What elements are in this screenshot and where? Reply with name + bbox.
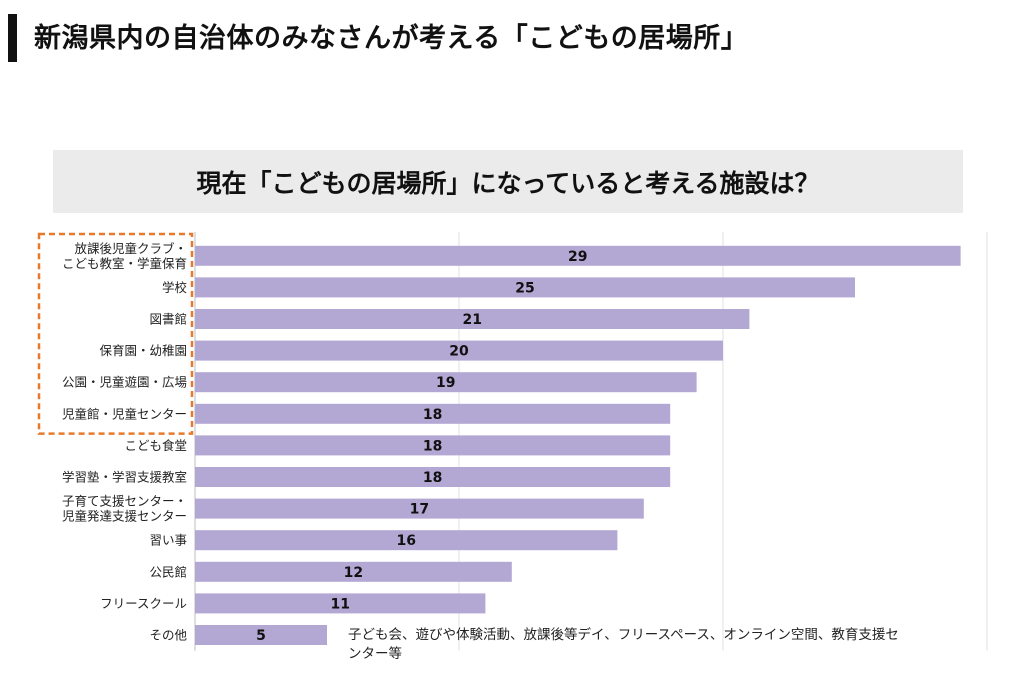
bar-value-label: 29 (568, 249, 587, 265)
bar-value-label: 18 (423, 407, 442, 423)
category-label: フリースクール (100, 596, 187, 611)
category-label: 保育園・幼稚園 (99, 343, 187, 358)
category-label: その他 (149, 628, 187, 643)
bar (195, 498, 644, 519)
bar (195, 372, 697, 393)
bar (195, 309, 750, 329)
bar-value-label: 19 (436, 375, 455, 391)
category-label: 学習塾・学習支援教室 (62, 470, 187, 485)
bar-value-label: 21 (462, 312, 481, 328)
bar (195, 277, 855, 298)
category-label: こども食堂 (124, 438, 187, 453)
category-label: 学校 (162, 280, 188, 295)
bar (195, 245, 961, 266)
bar-value-label: 18 (423, 438, 442, 454)
highlight-box (37, 232, 194, 435)
title-accent-bar (8, 14, 17, 62)
bar (195, 467, 671, 487)
category-label: 放課後児童クラブ・こども教室・学童保育 (62, 241, 187, 271)
other-annotation: 子ども会、遊びや体験活動、放課後等デイ、フリースペース、オンライン空間、教育支援… (348, 627, 899, 662)
chart-title-box: 現在「こどもの居場所」になっていると考える施設は？ (53, 150, 963, 213)
chart-title: 現在「こどもの居場所」になっていると考える施設は？ (196, 168, 820, 198)
bar-value-label: 5 (256, 628, 266, 644)
category-label: 習い事 (149, 533, 187, 548)
bar-value-label: 16 (396, 533, 415, 549)
bar (195, 530, 618, 551)
bar (195, 561, 512, 582)
bar-value-label: 12 (344, 565, 363, 581)
bar-value-label: 18 (423, 470, 442, 486)
bar (195, 403, 671, 424)
category-label: 子育て支援センター・児童発達支援センター (62, 494, 187, 524)
bar-value-label: 20 (449, 344, 469, 360)
bar-value-label: 25 (515, 280, 534, 296)
category-label: 公園・児童遊園・広場 (62, 375, 187, 390)
bar-value-label: 11 (330, 596, 349, 612)
bar (195, 435, 671, 456)
category-label: 図書館 (149, 312, 187, 327)
bar-value-label: 17 (410, 502, 429, 518)
bar (195, 340, 723, 361)
page-title: 新潟県内の自治体のみなさんが考える「こどもの居場所」 (34, 23, 749, 54)
bar (195, 625, 327, 645)
bar (195, 593, 486, 614)
category-label: 児童館・児童センター (62, 406, 187, 421)
category-label: 公民館 (149, 564, 187, 579)
